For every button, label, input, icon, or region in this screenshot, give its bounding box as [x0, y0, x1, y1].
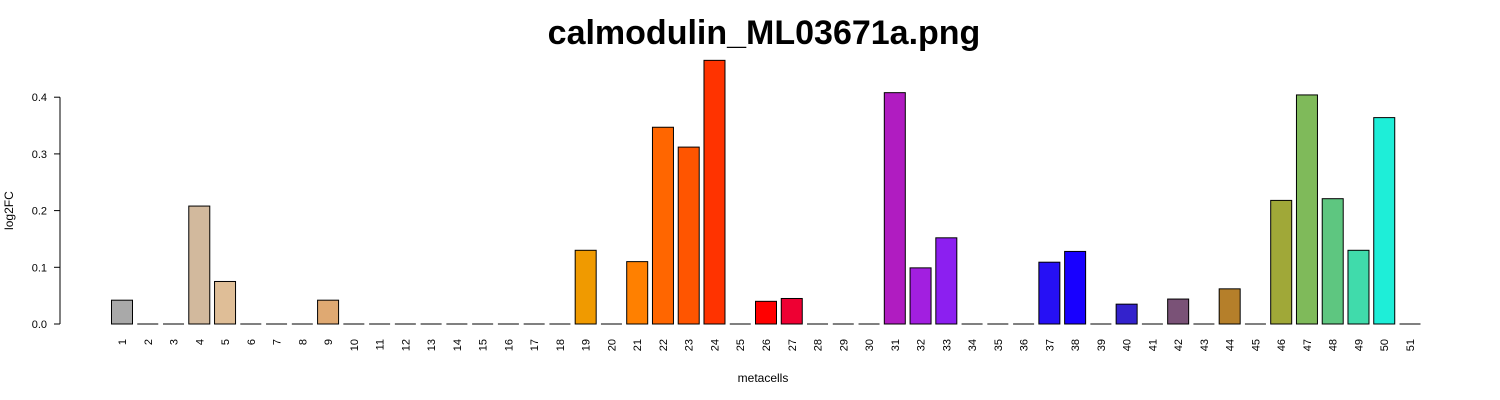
x-tick-label: 26 [761, 339, 773, 351]
x-tick-label: 33 [941, 339, 953, 351]
x-tick-label: 2 [143, 339, 155, 345]
x-tick-label: 48 [1328, 339, 1340, 351]
chart-title: calmodulin_ML03671a.png [548, 14, 981, 52]
bar-19 [574, 249, 597, 325]
x-tick-label: 19 [581, 339, 593, 351]
x-tick-label: 25 [735, 339, 747, 351]
bar-22 [651, 126, 674, 325]
x-tick-label: 15 [478, 339, 490, 351]
bar-33 [935, 237, 958, 325]
bar-24 [703, 59, 726, 325]
x-tick-label: 38 [1070, 339, 1082, 351]
x-tick-label: 45 [1250, 339, 1262, 351]
bar-38 [1064, 250, 1087, 325]
x-tick-label: 12 [400, 339, 412, 351]
x-tick-label: 14 [452, 339, 464, 351]
bar-37 [1038, 261, 1061, 325]
x-tick-label: 22 [658, 339, 670, 351]
x-tick-label: 9 [323, 339, 335, 345]
x-tick-label: 13 [426, 339, 438, 351]
bar-50 [1373, 117, 1396, 325]
x-tick-label: 42 [1173, 339, 1185, 351]
bar-42 [1167, 298, 1190, 325]
x-tick-label: 32 [916, 339, 928, 351]
x-tick-labels: 1 2 3 4 5 6 7 8 9 10 11 12 13 14 15 16 17 18 19 20 21 22 23 24 2… [117, 339, 1417, 351]
x-tick-label: 16 [503, 339, 515, 351]
x-tick-label: 44 [1225, 339, 1237, 351]
x-tick-label: 23 [684, 339, 696, 351]
x-axis-label: metacells [738, 371, 789, 385]
bar-9 [317, 299, 340, 325]
x-tick-label: 50 [1379, 339, 1391, 351]
x-tick-label: 36 [1019, 339, 1031, 351]
x-tick-label: 11 [375, 339, 387, 350]
bar-26 [755, 300, 777, 325]
x-tick-label: 1 [117, 339, 129, 345]
x-tick-label: 20 [606, 339, 618, 351]
bar-4 [188, 205, 211, 325]
x-tick-label: 37 [1044, 339, 1056, 351]
y-axis: 0.0 0.1 0.2 0.3 0.4 [32, 92, 61, 331]
x-tick-label: 47 [1302, 339, 1314, 351]
bar-46 [1270, 199, 1293, 325]
y-tick-label: 0.2 [32, 206, 47, 218]
bar-5 [214, 280, 237, 325]
bar-32 [909, 267, 932, 325]
x-tick-label: 49 [1353, 339, 1365, 351]
x-tick-label: 39 [1096, 339, 1108, 351]
bar-1 [111, 299, 133, 325]
x-tick-label: 4 [194, 339, 206, 345]
x-tick-label: 40 [1122, 339, 1134, 351]
x-tick-label: 41 [1147, 339, 1159, 351]
x-tick-label: 51 [1405, 339, 1417, 351]
bar-40 [1115, 303, 1138, 325]
x-tick-label: 46 [1276, 339, 1288, 351]
bar-47 [1295, 94, 1318, 325]
x-tick-label: 7 [272, 339, 284, 345]
x-tick-label: 5 [220, 339, 232, 345]
y-axis-label: log2FC [2, 191, 16, 230]
y-tick-label: 0.1 [32, 262, 47, 274]
bar-23 [677, 146, 700, 325]
x-tick-label: 30 [864, 339, 876, 351]
x-tick-label: 17 [529, 339, 541, 351]
x-tick-label: 31 [890, 339, 902, 351]
bar-21 [626, 261, 649, 325]
bar-27 [780, 297, 803, 325]
y-tick-label: 0.3 [32, 149, 47, 161]
bar-44 [1218, 288, 1241, 325]
y-tick-label: 0.0 [32, 319, 47, 331]
x-tick-label: 18 [555, 339, 567, 351]
x-tick-label: 35 [993, 339, 1005, 351]
x-tick-label: 6 [246, 339, 258, 345]
x-tick-label: 29 [838, 339, 850, 351]
x-tick-label: 24 [709, 339, 721, 351]
x-tick-label: 28 [813, 339, 825, 351]
x-tick-label: 21 [632, 339, 644, 351]
bar-31 [883, 92, 906, 325]
x-tick-label: 8 [297, 339, 309, 345]
x-tick-label: 34 [967, 339, 979, 351]
x-tick-label: 3 [169, 339, 181, 345]
x-tick-label: 27 [787, 339, 799, 351]
x-tick-label: 43 [1199, 339, 1211, 351]
x-tick-label: 10 [349, 339, 361, 351]
bar-49 [1347, 249, 1370, 325]
y-tick-label: 0.4 [32, 92, 47, 104]
bar-48 [1321, 198, 1344, 325]
bars-group [111, 59, 1421, 325]
